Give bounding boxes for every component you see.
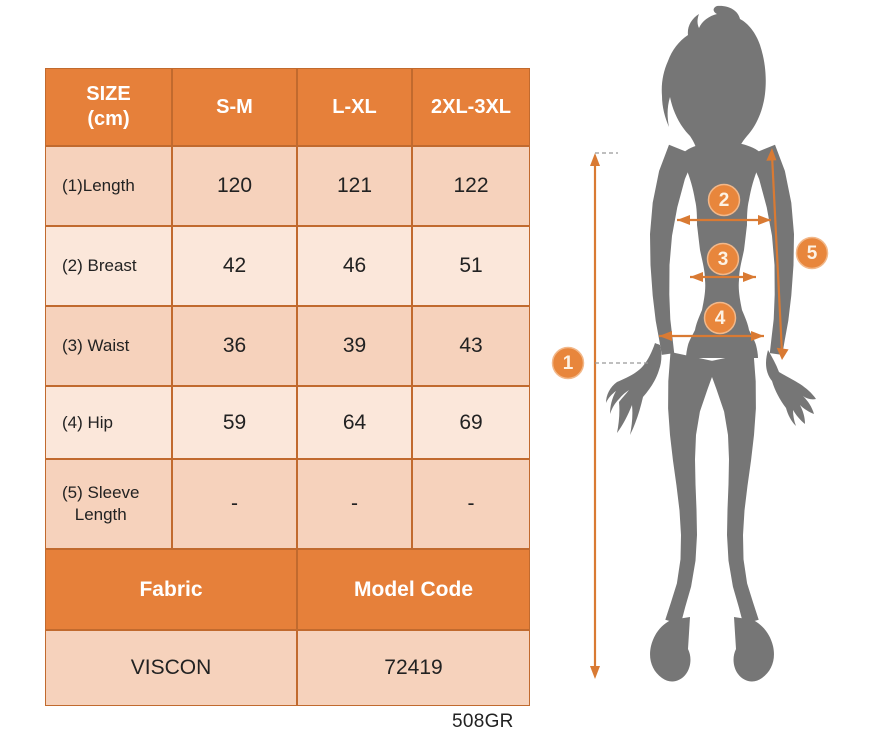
svg-text:5: 5 — [807, 243, 818, 264]
svg-text:4: 4 — [715, 308, 726, 329]
svg-text:3: 3 — [718, 249, 729, 270]
svg-text:2: 2 — [719, 190, 730, 211]
svg-text:1: 1 — [563, 353, 574, 374]
